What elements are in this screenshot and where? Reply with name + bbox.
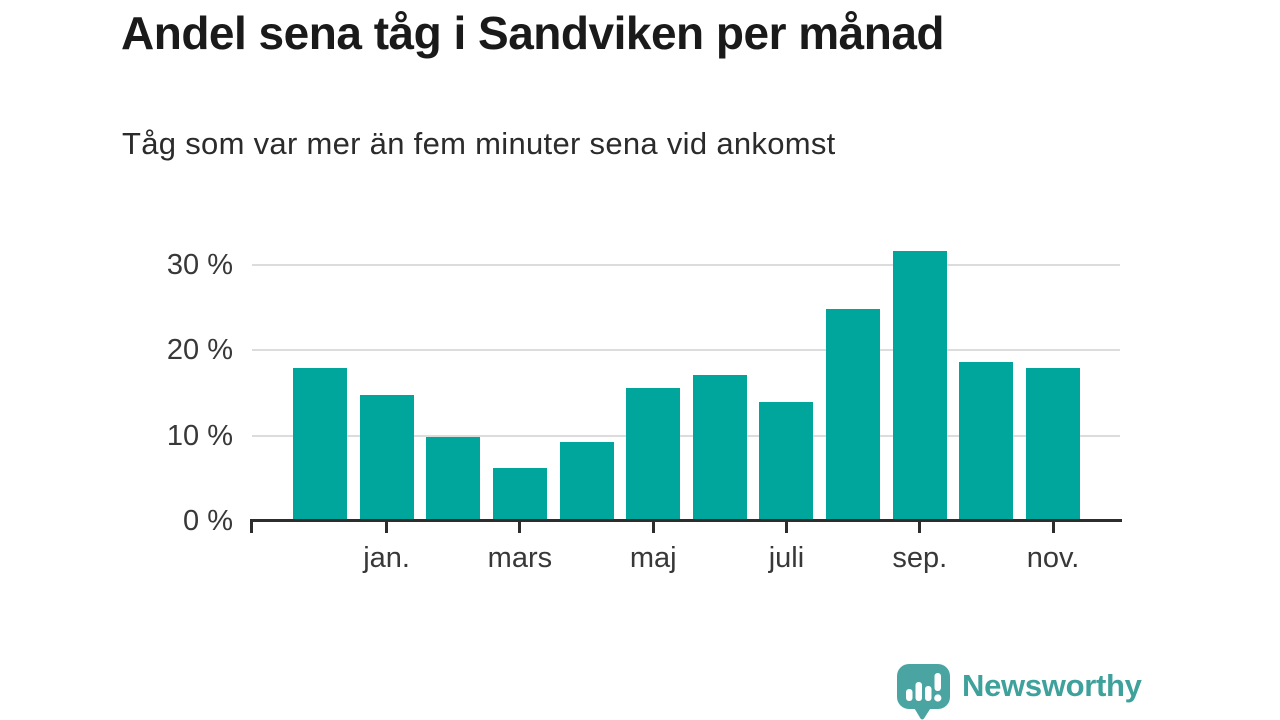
bar-okt. — [959, 362, 1014, 521]
bar-nov. — [1026, 368, 1081, 521]
bar-april — [559, 441, 614, 521]
x-axis-tick-jan — [385, 519, 389, 533]
x-axis-label-juli: juli — [768, 542, 805, 574]
bar-feb. — [426, 437, 481, 521]
x-axis-label-sep: sep. — [892, 542, 948, 574]
chart-title: Andel sena tåg i Sandviken per månad — [121, 7, 945, 59]
gridline-30-pct — [252, 264, 1120, 266]
x-axis-label-nov: nov. — [1026, 542, 1080, 574]
newsworthy-logo-text: Newsworthy — [962, 668, 1142, 703]
bar-jan. — [359, 394, 414, 521]
x-axis-tick-nov — [1051, 519, 1055, 533]
y-axis-label-10: 10 % — [166, 419, 233, 452]
gridline-20-pct — [252, 349, 1120, 352]
y-axis-label-20: 20 % — [166, 334, 233, 367]
x-axis-tick-mars — [518, 519, 522, 533]
bar-aug. — [826, 309, 881, 521]
chart-subtitle: Tåg som var mer än fem minuter sena vid … — [122, 126, 836, 161]
newsworthy-logo-icon — [897, 664, 950, 720]
bar-maj — [626, 387, 681, 521]
x-axis-label-maj: maj — [629, 542, 677, 574]
gridline-10-pct — [252, 434, 1120, 437]
bar-mars — [492, 468, 547, 521]
bar-juni — [692, 375, 747, 521]
bar-juli — [759, 402, 814, 521]
x-axis-line — [250, 519, 1122, 522]
x-axis-tick-juli — [784, 519, 788, 533]
x-axis-label-jan: jan. — [363, 542, 410, 574]
axis-start-tick — [250, 519, 253, 533]
x-axis-label-mars: mars — [487, 542, 553, 574]
y-axis-label-0: 0 % — [183, 505, 233, 537]
bar-dec. — [293, 368, 347, 521]
bar-sep. — [892, 251, 947, 521]
x-axis-tick-maj — [651, 519, 655, 533]
x-axis-tick-sep — [918, 519, 922, 533]
y-axis-label-30: 30 % — [166, 249, 233, 281]
newsworthy-logo: Newsworthy — [895, 662, 1142, 720]
